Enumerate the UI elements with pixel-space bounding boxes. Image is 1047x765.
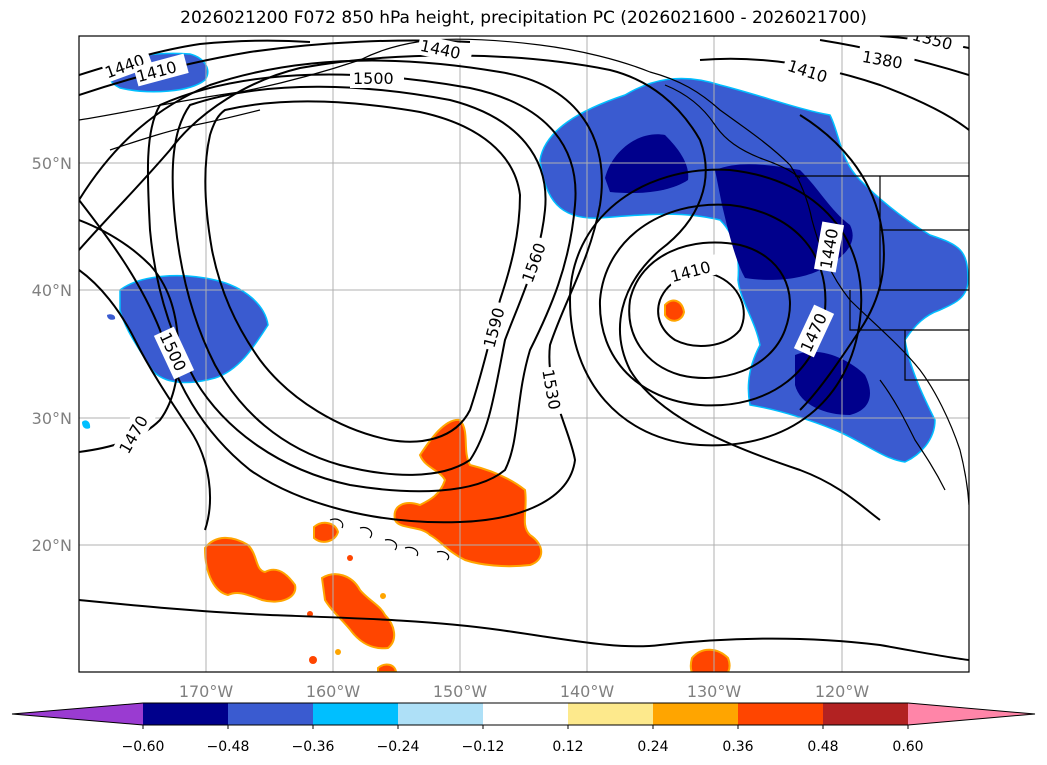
colorbar-tick-label: 0.12 [552, 739, 583, 755]
colorbar-tick-label: 0.36 [722, 739, 753, 755]
contour-label: 1410 [669, 257, 713, 286]
lon-labels: 170°W 160°W 150°W 140°W 130°W 120°W [179, 682, 870, 701]
pos-area-central [393, 418, 543, 568]
contour-1500 [79, 54, 881, 531]
contour-label: 1380 [861, 47, 904, 73]
contour-1560 [146, 73, 577, 493]
colorbar-segment [143, 703, 228, 725]
neg-core-south [795, 351, 870, 415]
lon-label: 120°W [815, 682, 870, 701]
baja-coast [879, 379, 946, 491]
contour-label: 1440 [418, 36, 462, 63]
lon-label: 170°W [179, 682, 234, 701]
colorbar-tick-label: −0.36 [292, 739, 335, 755]
bc-coast [664, 84, 801, 179]
pos-dot-4 [309, 656, 317, 664]
pos-area-bottom [377, 663, 398, 672]
contour-label: 1500 [353, 69, 394, 88]
pos-area-isle [313, 521, 340, 543]
lon-label: 160°W [306, 682, 361, 701]
contour-top-1440 [79, 39, 471, 96]
lat-label: 50°N [32, 154, 72, 173]
contour-low-2 [628, 241, 791, 379]
lat-label: 30°N [32, 409, 72, 428]
lat-label: 20°N [32, 536, 72, 555]
gridlines [79, 36, 969, 672]
lon-label: 130°W [687, 682, 742, 701]
pos-dot-2 [380, 593, 386, 599]
colorbar-segment [483, 703, 568, 725]
colorbar-extend-high [908, 703, 1035, 725]
map-title: 2026021200 F072 850 hPa height, precipit… [180, 8, 867, 28]
colorbar-segment [653, 703, 738, 725]
colorbar-tick-label: −0.24 [377, 739, 420, 755]
alaska-coast [79, 38, 969, 506]
contour-high-inner [204, 100, 522, 443]
colorbar-segment [228, 703, 313, 725]
colorbar-tick-label: −0.48 [207, 739, 250, 755]
lon-label: 140°W [560, 682, 615, 701]
colorbar-tick-label: 0.48 [807, 739, 838, 755]
colorbar-segment [568, 703, 653, 725]
contour-south [79, 599, 969, 661]
colorbar-segment [313, 703, 398, 725]
neg-core-north [605, 134, 689, 194]
colorbar-segment [738, 703, 823, 725]
aleutian-chain [109, 109, 261, 151]
contour-low-4 [568, 168, 863, 447]
colorbar-tick-label: 0.60 [892, 739, 923, 755]
colorbar-tick-label: −0.60 [122, 739, 165, 755]
neg-dot-1 [82, 420, 91, 429]
colorbar: −0.60 −0.48 −0.36 −0.24 −0.12 0.12 0.24 0.36 0.4… [11, 702, 1036, 755]
lat-labels: 50°N 40°N 30°N 20°N [32, 154, 72, 555]
contour-high-2 [171, 85, 547, 476]
contour-label: 1410 [785, 56, 830, 87]
colorbar-tick-label: −0.12 [462, 739, 505, 755]
pos-dot-1 [347, 555, 353, 561]
lat-label: 40°N [32, 281, 72, 300]
lon-label: 150°W [433, 682, 488, 701]
pos-area-sw1 [203, 536, 297, 603]
colorbar-segment [398, 703, 483, 725]
positive-precip-areas [203, 299, 731, 672]
coastlines [79, 38, 969, 561]
colorbar-extend-low [12, 703, 143, 725]
colorbar-segment [823, 703, 908, 725]
pos-area-sw2 [320, 573, 396, 650]
pos-dot-5 [335, 649, 341, 655]
contour-1440-east [799, 114, 885, 411]
colorbar-tick-label: 0.24 [637, 739, 668, 755]
state-lines [849, 176, 969, 381]
hawaii-islands [329, 518, 450, 561]
contour-label: 1530 [538, 368, 564, 411]
contour-1410-north [699, 57, 969, 131]
map-plot-area: 1350 1380 1410 1440 1410 1440 1500 1410 … [79, 25, 969, 672]
contour-label: 1350 [910, 25, 954, 54]
map-frame [78, 35, 970, 673]
neg-dot-2 [107, 314, 116, 320]
pos-area-south [689, 648, 731, 672]
pos-area-east-pacific [664, 299, 686, 322]
